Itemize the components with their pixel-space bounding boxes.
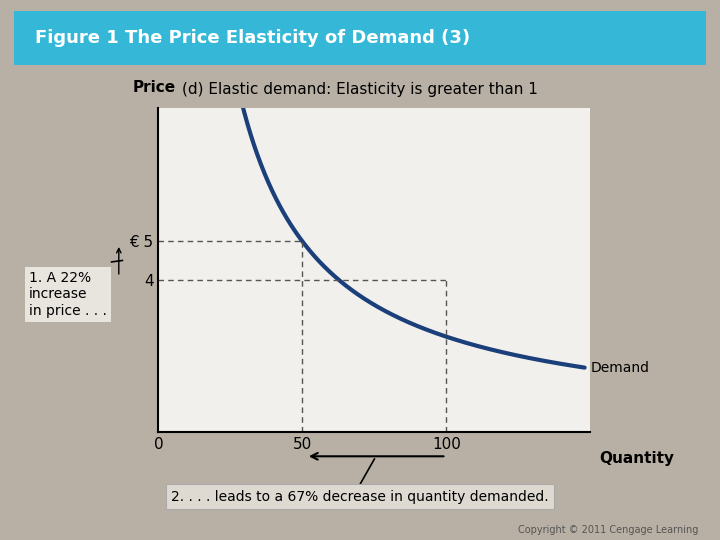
Text: Copyright © 2011 Cengage Learning: Copyright © 2011 Cengage Learning (518, 524, 698, 535)
Text: 1. A 22%
increase
in price . . .: 1. A 22% increase in price . . . (29, 271, 107, 318)
FancyBboxPatch shape (0, 6, 720, 69)
Text: (d) Elastic demand: Elasticity is greater than 1: (d) Elastic demand: Elasticity is greate… (182, 82, 538, 97)
Text: Demand: Demand (590, 361, 649, 375)
Text: Figure 1 The Price Elasticity of Demand (3): Figure 1 The Price Elasticity of Demand … (35, 29, 470, 47)
Text: 2. . . . leads to a 67% decrease in quantity demanded.: 2. . . . leads to a 67% decrease in quan… (171, 490, 549, 504)
Text: Quantity: Quantity (599, 451, 674, 467)
Text: Price: Price (132, 80, 176, 95)
